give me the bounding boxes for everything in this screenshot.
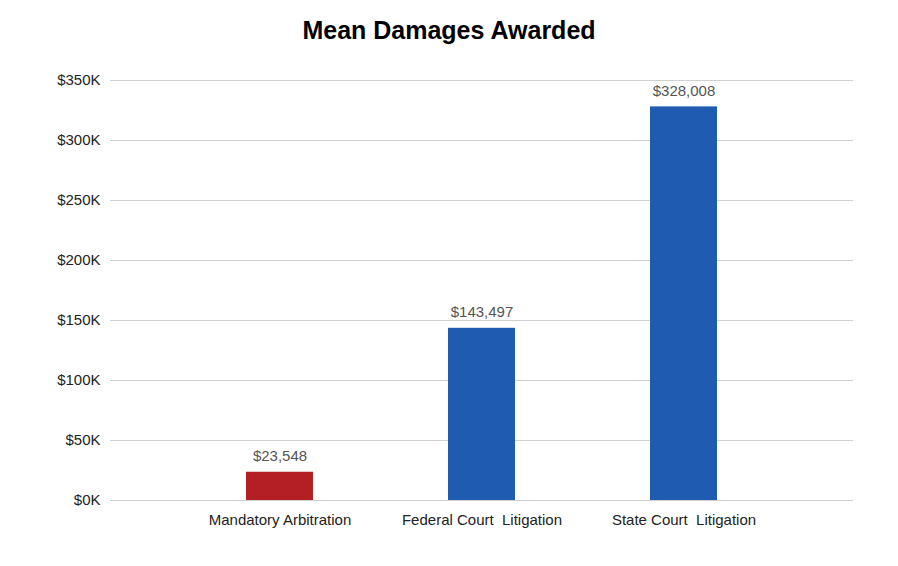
svg-text:$50K: $50K [65, 431, 100, 448]
svg-text:$0K: $0K [74, 491, 101, 508]
svg-text:$350K: $350K [57, 71, 100, 88]
svg-text:$200K: $200K [57, 251, 100, 268]
svg-text:$100K: $100K [57, 371, 100, 388]
svg-text:Federal Court Litigation: Federal Court Litigation [402, 511, 562, 528]
svg-text:State Court Litigation: State Court Litigation [612, 511, 756, 528]
svg-text:$300K: $300K [57, 131, 100, 148]
svg-text:$143,497: $143,497 [451, 303, 514, 320]
svg-text:Mandatory Arbitration: Mandatory Arbitration [209, 511, 352, 528]
svg-text:$150K: $150K [57, 311, 100, 328]
svg-text:$250K: $250K [57, 191, 100, 208]
svg-text:$328,008: $328,008 [653, 82, 716, 99]
svg-text:$23,548: $23,548 [253, 447, 307, 464]
html-text:Mean Damages Awarded: Mean Damages Awarded [302, 16, 596, 44]
